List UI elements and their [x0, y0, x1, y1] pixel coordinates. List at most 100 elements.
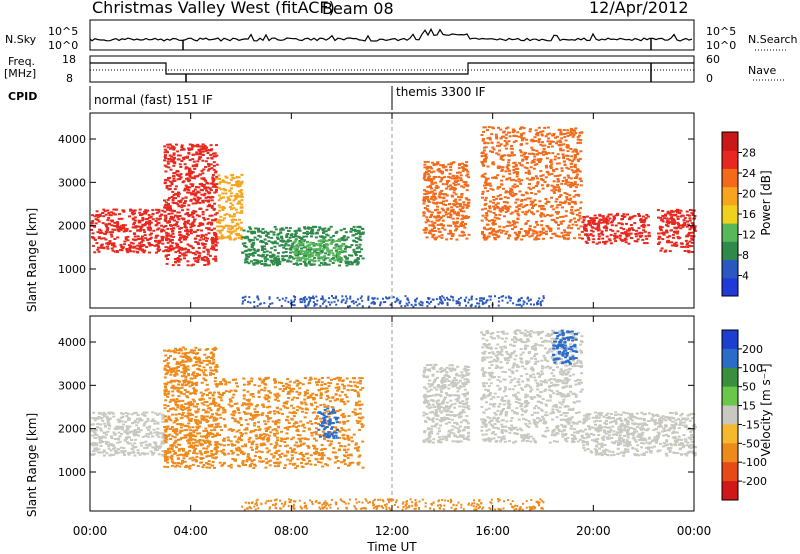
range-gate-cell — [434, 197, 438, 200]
range-gate-cell — [158, 215, 162, 218]
range-gate-cell — [170, 426, 174, 429]
range-gate-cell — [183, 156, 187, 159]
range-gate-cell — [145, 446, 149, 449]
range-gate-cell — [299, 298, 302, 301]
range-gate-cell — [312, 244, 316, 247]
range-gate-cell — [450, 177, 454, 180]
range-gate-cell — [441, 219, 445, 222]
range-gate-cell — [188, 251, 192, 254]
range-gate-cell — [559, 144, 563, 147]
range-gate-cell — [529, 200, 533, 203]
range-gate-cell — [117, 437, 121, 440]
range-gate-cell — [480, 299, 483, 302]
range-gate-cell — [232, 213, 236, 216]
range-gate-cell — [574, 186, 578, 189]
range-gate-cell — [487, 209, 491, 212]
range-gate-cell — [564, 234, 568, 237]
range-gate-cell — [179, 392, 183, 395]
range-gate-cell — [166, 395, 170, 398]
range-gate-cell — [528, 183, 531, 185]
range-gate-cell — [522, 153, 526, 156]
range-gate-cell — [443, 176, 447, 179]
range-gate-cell — [559, 149, 563, 152]
range-gate-cell — [305, 235, 309, 238]
range-gate-cell — [329, 242, 333, 245]
range-gate-cell — [567, 202, 571, 204]
range-gate-cell — [627, 232, 631, 235]
range-gate-cell — [348, 254, 352, 257]
range-gate-cell — [545, 230, 548, 233]
range-gate-cell — [210, 167, 214, 170]
range-gate-cell — [203, 369, 207, 372]
range-gate-cell — [494, 295, 496, 298]
range-gate-cell — [202, 250, 206, 253]
range-gate-cell — [349, 297, 352, 300]
range-gate-cell — [211, 356, 215, 359]
range-gate-cell — [374, 302, 376, 305]
range-gate-cell — [106, 209, 110, 212]
range-gate-cell — [514, 140, 518, 142]
range-gate-cell — [262, 251, 266, 254]
range-gate-cell — [434, 216, 438, 219]
scatter-region — [580, 212, 651, 245]
range-gate-cell — [179, 407, 183, 410]
range-gate-cell — [196, 403, 199, 406]
range-gate-cell — [674, 241, 678, 244]
range-gate-cell — [126, 412, 130, 415]
range-gate-cell — [634, 233, 638, 235]
range-gate-cell — [354, 252, 357, 255]
range-gate-cell — [382, 297, 384, 300]
range-gate-cell — [205, 237, 209, 240]
range-gate-cell — [480, 160, 484, 163]
range-gate-cell — [680, 224, 683, 227]
range-gate-cell — [206, 394, 209, 397]
range-gate-cell — [105, 231, 109, 234]
range-gate-cell — [252, 252, 256, 255]
range-gate-cell — [372, 297, 375, 300]
range-gate-cell — [548, 142, 552, 145]
range-gate-cell — [177, 413, 181, 415]
range-gate-cell — [264, 234, 268, 237]
range-gate-cell — [319, 252, 323, 255]
range-gate-cell — [502, 201, 506, 203]
range-gate-cell — [186, 356, 190, 359]
range-gate-cell — [461, 206, 465, 209]
range-gate-cell — [453, 212, 457, 215]
range-gate-cell — [194, 361, 198, 364]
range-gate-cell — [373, 297, 376, 300]
range-gate-cell — [155, 434, 159, 437]
range-gate-cell — [430, 300, 432, 303]
range-gate-cell — [493, 216, 497, 219]
range-gate-cell — [331, 295, 333, 297]
range-gate-cell — [260, 260, 263, 263]
range-gate-cell — [228, 214, 232, 217]
range-gate-cell — [174, 367, 178, 370]
range-gate-cell — [238, 234, 242, 237]
range-gate-cell — [437, 195, 441, 198]
range-gate-cell — [209, 149, 213, 152]
range-gate-cell — [346, 236, 350, 239]
range-gate-cell — [205, 401, 209, 403]
range-gate-cell — [191, 216, 195, 219]
range-gate-cell — [187, 214, 191, 217]
range-gate-cell — [302, 256, 305, 259]
range-gate-cell — [252, 248, 256, 251]
range-gate-cell — [640, 221, 644, 224]
range-gate-cell — [208, 397, 212, 400]
scatter-region — [422, 160, 471, 241]
range-gate-cell — [177, 218, 181, 221]
range-gate-cell — [486, 129, 489, 132]
range-gate-cell — [110, 247, 114, 250]
range-gate-cell — [115, 225, 118, 228]
range-gate-cell — [157, 227, 161, 230]
range-gate-cell — [457, 195, 460, 198]
range-gate-cell — [559, 130, 563, 133]
range-gate-cell — [294, 238, 298, 241]
range-gate-cell — [120, 224, 124, 227]
range-gate-cell — [224, 192, 228, 195]
range-gate-cell — [488, 305, 491, 308]
range-gate-cell — [252, 242, 256, 245]
range-gate-cell — [161, 432, 165, 435]
range-gate-cell — [188, 426, 191, 429]
range-gate-cell — [563, 231, 567, 234]
